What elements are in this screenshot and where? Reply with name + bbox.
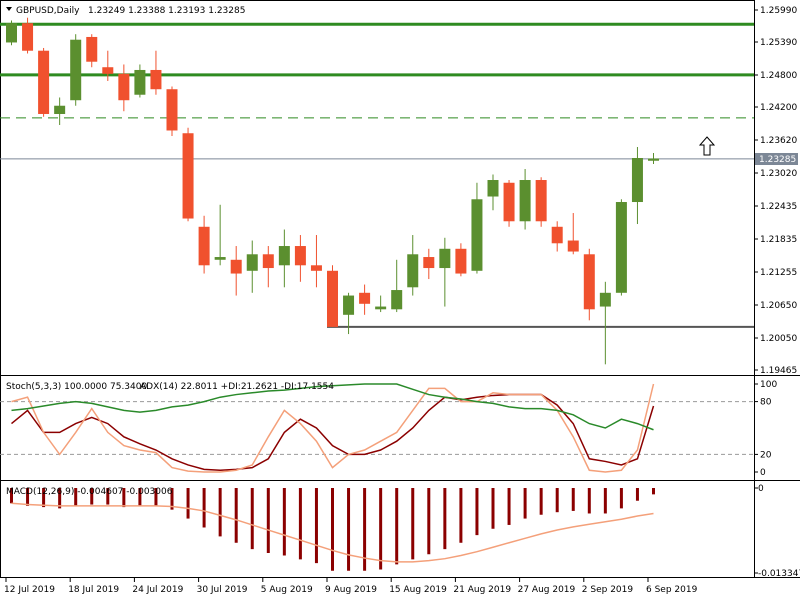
candle-body	[503, 182, 515, 222]
stoch-series-line	[11, 383, 655, 473]
macd-signal-line	[11, 502, 654, 563]
candle-body	[150, 69, 162, 90]
current-price-tag	[755, 153, 798, 165]
price-tick-label: 1.21255	[760, 268, 797, 278]
candle-body	[535, 180, 547, 222]
stoch-series-line	[11, 393, 655, 471]
candle-body	[407, 254, 419, 288]
adx-label: ADX(14) 22.8011 +DI:21.2621 -DI:17.1554	[140, 382, 334, 392]
candle-body	[134, 69, 146, 95]
candle-body	[294, 246, 306, 266]
candle-body	[599, 292, 611, 307]
candle-body	[343, 295, 355, 315]
price-tick-label: 1.24800	[760, 71, 797, 81]
candle-body	[327, 270, 338, 327]
candle-body	[375, 306, 387, 310]
candle-body	[198, 226, 210, 266]
candle-body	[166, 89, 178, 131]
price-tick-label: 1.20050	[760, 334, 797, 344]
time-tick-label: 2 Sep 2019	[582, 585, 634, 595]
stoch-label: Stoch(5,3,3) 100.0000 75.3400	[6, 382, 147, 392]
current-price-value: 1.23285	[759, 155, 796, 165]
price-tick-label: 1.25990	[760, 6, 797, 16]
candle-body	[439, 248, 451, 269]
time-tick-label: 21 Aug 2019	[453, 585, 511, 595]
candle-body	[182, 133, 194, 219]
time-tick-label: 9 Aug 2019	[325, 585, 377, 595]
candles	[6, 17, 659, 365]
time-tick-label: 15 Aug 2019	[389, 585, 447, 595]
time-tick-label: 5 Aug 2019	[261, 585, 313, 595]
price-tick-label: 1.19465	[760, 366, 797, 376]
stoch-tick-label: 100	[760, 380, 777, 390]
stoch-tick-label: 80	[760, 398, 772, 408]
macd-tick-label: 0	[758, 484, 764, 494]
candle-body	[246, 254, 258, 271]
candle-body	[423, 257, 435, 269]
macd-pane	[10, 488, 655, 571]
candle-body	[471, 199, 483, 271]
candle-body	[54, 105, 66, 114]
candle-body	[38, 50, 50, 114]
candle-body	[86, 36, 98, 62]
time-axis: 12 Jul 2019 18 Jul 2019 24 Jul 2019 30 Jul …	[4, 578, 698, 595]
price-tick-label: 1.20650	[760, 301, 797, 311]
candle-body	[487, 180, 499, 197]
candle-body	[22, 23, 34, 51]
price-tick-label: 1.25390	[760, 38, 797, 48]
candle-body	[455, 248, 467, 274]
time-tick-label: 27 Aug 2019	[518, 585, 576, 595]
candle-body	[631, 158, 643, 203]
candle-body	[583, 254, 595, 310]
stoch-series-line	[11, 383, 654, 431]
ohlc-readout: 1.23249 1.23388 1.23193 1.23285	[88, 6, 245, 16]
candle-body	[102, 67, 114, 74]
macd-label: MACD(12,26,9) -0.004607 -0.003006	[6, 487, 173, 497]
candle-body	[118, 73, 130, 101]
chevron-down-icon[interactable]	[6, 7, 12, 11]
time-tick-label: 12 Jul 2019	[4, 585, 55, 595]
up-arrow-icon[interactable]	[698, 136, 716, 156]
macd-tick-label: -0.013347	[758, 569, 800, 579]
price-tick-label: 1.23620	[760, 136, 797, 146]
candle-body	[70, 39, 82, 101]
candle-body	[519, 180, 531, 222]
price-tick-label: 1.23020	[760, 169, 797, 179]
time-tick-label: 30 Jul 2019	[197, 585, 248, 595]
price-tick-label: 1.21835	[760, 235, 797, 245]
symbol-title: GBPUSD,Daily	[16, 6, 80, 16]
stochastic-pane	[0, 383, 754, 473]
candle-body	[262, 254, 274, 269]
candle-body	[214, 257, 226, 260]
price-axis: 1.25990 1.25390 1.24800 1.24200 1.23620 1.230…	[754, 6, 800, 579]
stoch-tick-label: 0	[760, 468, 766, 478]
time-tick-label: 6 Sep 2019	[646, 585, 698, 595]
time-tick-label: 18 Jul 2019	[68, 585, 119, 595]
price-tick-label: 1.22435	[760, 202, 797, 212]
candle-body	[391, 290, 403, 310]
candle-body	[359, 292, 371, 304]
candle-body	[278, 246, 290, 266]
price-tick-label: 1.24200	[760, 103, 797, 113]
candle-body	[6, 23, 17, 43]
candle-body	[648, 158, 659, 161]
candle-body	[310, 265, 322, 271]
candle-body	[567, 240, 579, 252]
time-tick-label: 24 Jul 2019	[132, 585, 183, 595]
candle-body	[230, 259, 242, 274]
candle-body	[615, 202, 627, 293]
stoch-tick-label: 20	[760, 450, 772, 460]
candle-body	[551, 226, 563, 244]
